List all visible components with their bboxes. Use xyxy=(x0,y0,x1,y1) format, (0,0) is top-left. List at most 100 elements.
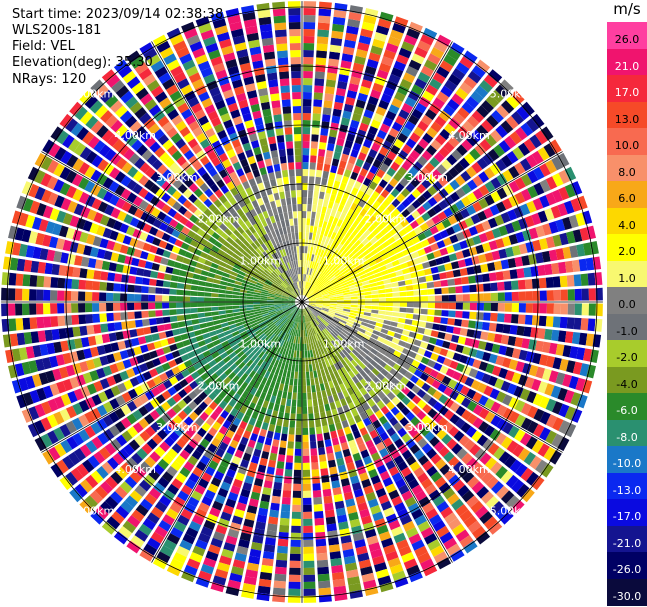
velocity-gate xyxy=(323,318,331,324)
velocity-gate xyxy=(347,178,356,187)
velocity-gate xyxy=(324,403,331,412)
velocity-gate xyxy=(357,308,365,312)
velocity-gate xyxy=(421,178,432,189)
velocity-gate xyxy=(324,269,330,276)
velocity-gate xyxy=(361,21,375,32)
velocity-gate xyxy=(127,302,135,311)
velocity-gate xyxy=(542,368,552,381)
velocity-gate xyxy=(302,190,308,198)
velocity-gate xyxy=(36,289,44,301)
velocity-gate xyxy=(365,187,374,196)
velocity-gate xyxy=(371,302,379,306)
velocity-gate xyxy=(390,277,398,283)
velocity-gate xyxy=(322,481,331,490)
velocity-gate xyxy=(378,347,387,355)
velocity-gate xyxy=(310,254,315,262)
velocity-gate xyxy=(462,285,470,293)
velocity-gate xyxy=(437,417,449,428)
velocity-gate xyxy=(279,524,290,533)
velocity-gate xyxy=(433,232,443,242)
velocity-gate xyxy=(325,509,335,518)
velocity-gate xyxy=(452,112,465,125)
velocity-gate xyxy=(523,267,532,278)
velocity-gate xyxy=(497,281,505,291)
velocity-gate xyxy=(345,32,358,42)
velocity-gate xyxy=(552,189,563,203)
velocity-gate xyxy=(269,509,279,518)
velocity-gate xyxy=(489,204,500,216)
velocity-gate xyxy=(325,86,335,95)
velocity-gate xyxy=(358,270,366,277)
velocity-gate xyxy=(294,448,302,456)
velocity-gate xyxy=(529,134,542,149)
velocity-gate xyxy=(71,279,80,290)
velocity-gate xyxy=(318,454,327,462)
velocity-gate xyxy=(348,83,359,93)
velocity-gate xyxy=(526,471,539,486)
velocity-gate xyxy=(439,324,448,332)
velocity-gate xyxy=(320,310,328,315)
velocity-gate xyxy=(387,250,396,258)
velocity-gate xyxy=(307,197,313,205)
velocity-gate xyxy=(496,105,510,119)
velocity-gate xyxy=(459,56,474,69)
velocity-gate xyxy=(315,306,322,310)
velocity-gate xyxy=(293,218,298,226)
velocity-gate xyxy=(296,406,302,414)
velocity-gate xyxy=(335,289,343,293)
velocity-gate xyxy=(427,309,435,316)
velocity-gate xyxy=(320,321,327,328)
velocity-gate xyxy=(577,394,588,409)
velocity-gate xyxy=(505,222,515,234)
velocity-gate xyxy=(306,385,311,393)
velocity-gate xyxy=(495,432,507,445)
velocity-gate xyxy=(289,218,294,226)
velocity-gate xyxy=(390,218,400,227)
velocity-gate xyxy=(381,355,390,364)
velocity-gate xyxy=(453,430,465,442)
velocity-gate xyxy=(382,173,392,183)
velocity-gate xyxy=(355,223,364,231)
velocity-gate xyxy=(315,419,322,428)
velocity-gate xyxy=(369,181,378,191)
velocity-gate xyxy=(429,369,439,379)
velocity-gate xyxy=(496,485,510,499)
velocity-gate xyxy=(100,323,109,333)
velocity-gate xyxy=(246,307,254,311)
velocity-gate xyxy=(496,404,508,417)
velocity-gate xyxy=(544,328,553,341)
velocity-gate xyxy=(371,190,380,200)
velocity-gate xyxy=(172,268,181,276)
velocity-gate xyxy=(413,126,425,138)
velocity-gate xyxy=(309,427,316,435)
velocity-gate xyxy=(92,292,100,301)
velocity-gate xyxy=(107,272,116,282)
velocity-gate xyxy=(464,337,473,347)
velocity-gate xyxy=(302,392,307,400)
velocity-gate xyxy=(113,312,121,321)
velocity-gate xyxy=(409,149,421,160)
velocity-gate xyxy=(290,539,301,547)
velocity-gate xyxy=(327,530,338,539)
velocity-gate xyxy=(277,206,283,214)
velocity-gate xyxy=(476,293,484,302)
velocity-gate xyxy=(377,336,385,343)
velocity-gate xyxy=(305,290,311,297)
velocity-gate xyxy=(317,256,322,264)
velocity-gate xyxy=(262,44,275,53)
velocity-gate xyxy=(270,502,280,511)
velocity-gate xyxy=(303,64,314,72)
velocity-gate xyxy=(307,292,313,298)
velocity-gate xyxy=(265,122,274,131)
velocity-gate xyxy=(355,316,363,322)
velocity-gate xyxy=(529,455,542,470)
velocity-gate xyxy=(377,314,385,319)
velocity-gate xyxy=(343,304,351,307)
velocity-gate xyxy=(448,286,456,294)
velocity-gate xyxy=(533,182,545,196)
velocity-gate xyxy=(329,294,337,298)
velocity-gate xyxy=(270,395,277,404)
velocity-gate xyxy=(351,228,359,237)
velocity-gate xyxy=(315,426,323,435)
velocity-gate xyxy=(375,106,387,117)
